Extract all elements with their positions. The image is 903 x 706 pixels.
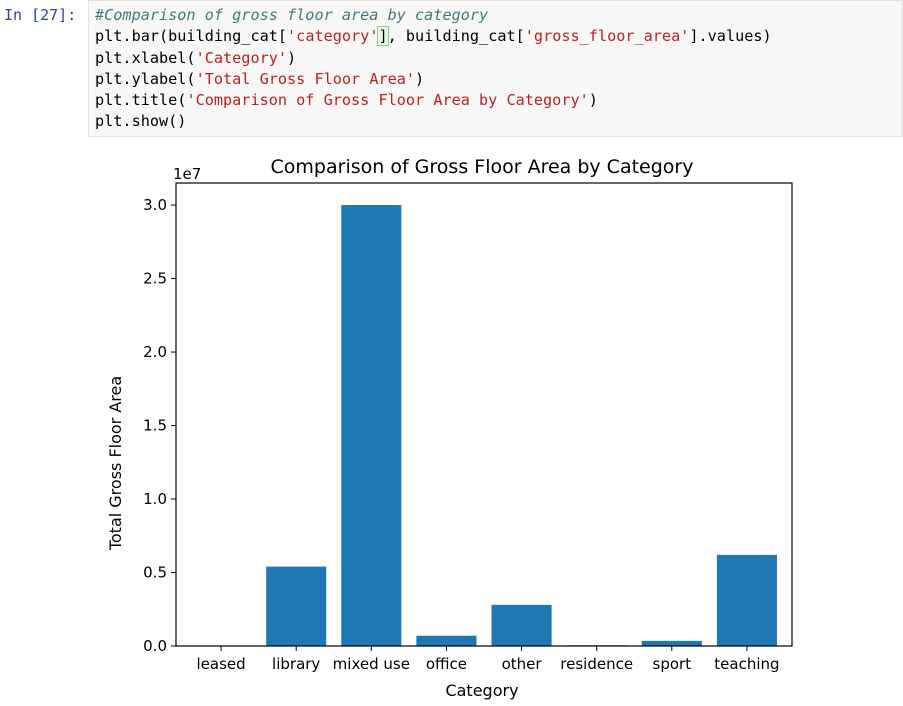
code-string: 'category' (287, 27, 379, 46)
code-string: 'Comparison of Gross Floor Area by Categ… (186, 91, 589, 110)
code-token: ].values) (689, 27, 772, 46)
code-comment: #Comparison of gross floor area by categ… (95, 6, 489, 24)
code-cell[interactable]: #Comparison of gross floor area by categ… (88, 0, 903, 137)
bar-mixed-use (341, 205, 402, 647)
x-axis-label: Category (445, 681, 518, 700)
code-token: plt.bar(building_cat[ (95, 27, 288, 46)
code-token: plt.ylabel( (95, 69, 196, 88)
bar-chart: Comparison of Gross Floor Area by Catego… (106, 156, 793, 700)
code-token: plt.show() (95, 112, 187, 131)
code-token: , building_cat[ (387, 27, 525, 46)
x-tick-label: mixed use (333, 655, 410, 673)
y-tick-label: 3.0 (143, 196, 167, 214)
code-token: ) (415, 69, 425, 88)
bar-library (266, 566, 327, 646)
code-line-2: plt.bar(building_cat['category'], buildi… (95, 26, 902, 47)
x-tick-label: leased (196, 655, 245, 673)
code-token: ) (287, 48, 297, 67)
code-string: 'Total Gross Floor Area' (195, 69, 416, 88)
code-string: 'gross_floor_area' (524, 27, 690, 46)
y-tick-label: 2.0 (143, 343, 167, 361)
code-token: plt.title( (95, 91, 187, 110)
plot-frame (175, 182, 793, 647)
bar-teaching (716, 554, 777, 646)
code-line-5: plt.title('Comparison of Gross Floor Are… (95, 90, 902, 111)
x-tick-label: office (426, 655, 467, 673)
x-tick-label: sport (653, 655, 692, 673)
x-tick-label: library (272, 655, 320, 673)
x-tick-label: teaching (714, 655, 779, 673)
code-token: ) (588, 91, 598, 110)
matched-bracket: ] (377, 26, 389, 47)
y-tick-label: 2.5 (143, 270, 167, 288)
code-line-1: #Comparison of gross floor area by categ… (95, 5, 902, 26)
code-token: plt.xlabel( (95, 48, 196, 67)
code-line-4: plt.ylabel('Total Gross Floor Area') (95, 69, 902, 90)
bar-sport (641, 640, 702, 646)
x-tick-label: residence (560, 655, 633, 673)
cell-output: Comparison of Gross Floor Area by Catego… (0, 137, 903, 706)
cell-prompt: In [27]: (4, 6, 77, 24)
code-line-6: plt.show() (95, 111, 902, 132)
y-tick-label: 1.5 (143, 417, 167, 435)
bar-other (491, 604, 552, 646)
code-string: 'Category' (195, 48, 288, 67)
x-tick-label: other (502, 655, 543, 673)
code-line-3: plt.xlabel('Category') (95, 48, 902, 69)
y-tick-label: 0.0 (143, 637, 167, 655)
axis-offset-text: 1e7 (173, 165, 201, 183)
y-axis-label: Total Gross Floor Area (106, 376, 125, 551)
y-tick-label: 1.0 (143, 490, 167, 508)
bar-office (416, 635, 477, 646)
y-tick-label: 0.5 (143, 564, 167, 582)
chart-title: Comparison of Gross Floor Area by Catego… (271, 156, 694, 178)
